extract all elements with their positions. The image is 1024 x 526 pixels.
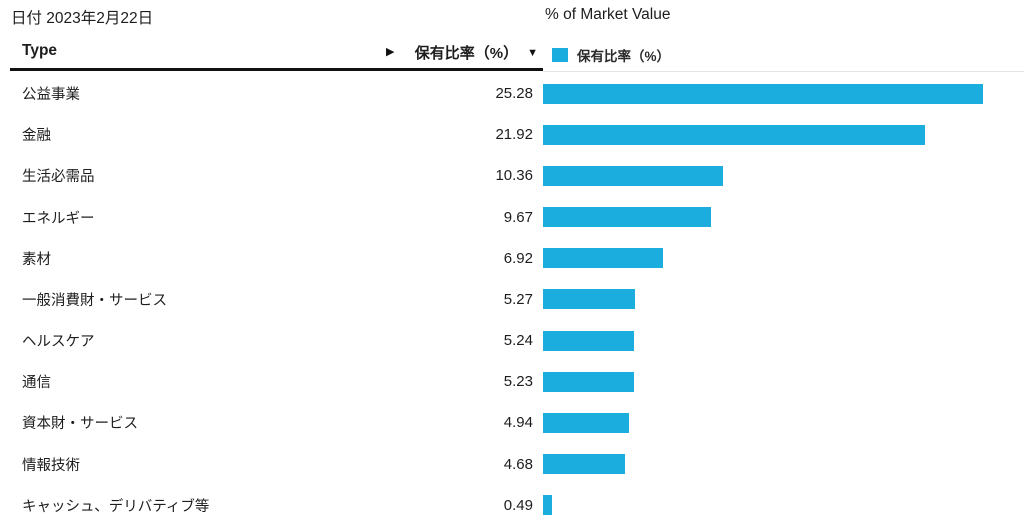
row-value: 5.27 [503, 290, 533, 308]
row-value: 25.28 [495, 85, 533, 103]
row-label: 素材 [22, 251, 51, 268]
row-value: 5.24 [503, 332, 533, 350]
legend-swatch [552, 48, 568, 62]
row-label: 公益事業 [22, 87, 80, 104]
row-bar [543, 495, 552, 516]
row-bar-cell [543, 73, 1024, 114]
row-bar [543, 124, 925, 145]
row-bar [543, 207, 712, 228]
row-bar [543, 165, 724, 186]
row-label: キャッシュ、デリバティブ等 [22, 498, 210, 515]
row-bar-cell [543, 361, 1024, 402]
row-bar-cell [543, 155, 1024, 196]
row-bar-cell [543, 238, 1024, 279]
table-row: 金融 21.92 [0, 114, 1024, 155]
row-bar-cell [543, 114, 1024, 155]
expand-arrow-icon[interactable]: ▶ [386, 46, 395, 58]
row-value: 21.92 [495, 126, 533, 144]
row-bar [543, 289, 635, 310]
column-header-value-label: 保有比率（%） [414, 45, 519, 62]
table-row: 一般消費財・サービス 5.27 [0, 279, 1024, 320]
chart-top-divider [543, 71, 1024, 72]
row-bar-cell [543, 402, 1024, 443]
row-value: 4.68 [503, 455, 533, 473]
table-row: 情報技術 4.68 [0, 444, 1024, 485]
table-row: ヘルスケア 5.24 [0, 320, 1024, 361]
row-bar [543, 412, 629, 433]
row-value: 10.36 [495, 167, 533, 185]
row-label: 通信 [22, 375, 51, 392]
table-row: 資本財・サービス 4.94 [0, 402, 1024, 443]
row-bar-cell [543, 485, 1024, 526]
table-row: 通信 5.23 [0, 361, 1024, 402]
row-bar [543, 454, 625, 475]
row-value: 4.94 [503, 414, 533, 432]
row-value: 5.23 [503, 373, 533, 391]
row-label: エネルギー [22, 210, 95, 227]
row-label: 金融 [22, 128, 51, 145]
table-row: エネルギー 9.67 [0, 197, 1024, 238]
row-bar-cell [543, 320, 1024, 361]
table-rows: 公益事業 25.28 金融 21.92 生活必需品 10.36 エネルギー 9.67 素材 6.9… [0, 73, 1024, 526]
chart-legend: 保有比率（%） [552, 45, 670, 65]
row-label: 生活必需品 [22, 169, 95, 186]
column-header-type[interactable]: Type [22, 42, 58, 59]
row-label: 資本財・サービス [22, 416, 138, 433]
row-bar-cell [543, 444, 1024, 485]
row-bar [543, 371, 634, 392]
date-label: 日付 2023年2月22日 [11, 10, 154, 27]
row-label: 一般消費財・サービス [22, 292, 167, 309]
table-row: キャッシュ、デリバティブ等 0.49 [0, 485, 1024, 526]
row-bar-cell [543, 279, 1024, 320]
row-value: 0.49 [503, 496, 533, 514]
legend-label: 保有比率（%） [577, 49, 671, 64]
table-row: 公益事業 25.28 [0, 73, 1024, 114]
row-value: 9.67 [503, 208, 533, 226]
row-bar [543, 330, 635, 351]
row-bar [543, 83, 983, 104]
chart-title: % of Market Value [545, 6, 671, 23]
row-label: ヘルスケア [22, 334, 95, 351]
table-row: 素材 6.92 [0, 238, 1024, 279]
row-bar [543, 248, 664, 269]
row-label: 情報技術 [22, 457, 80, 474]
table-header-divider [10, 68, 543, 71]
column-header-value[interactable]: 保有比率（%） ▼ [400, 42, 538, 63]
row-bar-cell [543, 197, 1024, 238]
sort-descending-icon[interactable]: ▼ [527, 46, 538, 59]
table-row: 生活必需品 10.36 [0, 155, 1024, 196]
row-value: 6.92 [503, 249, 533, 267]
